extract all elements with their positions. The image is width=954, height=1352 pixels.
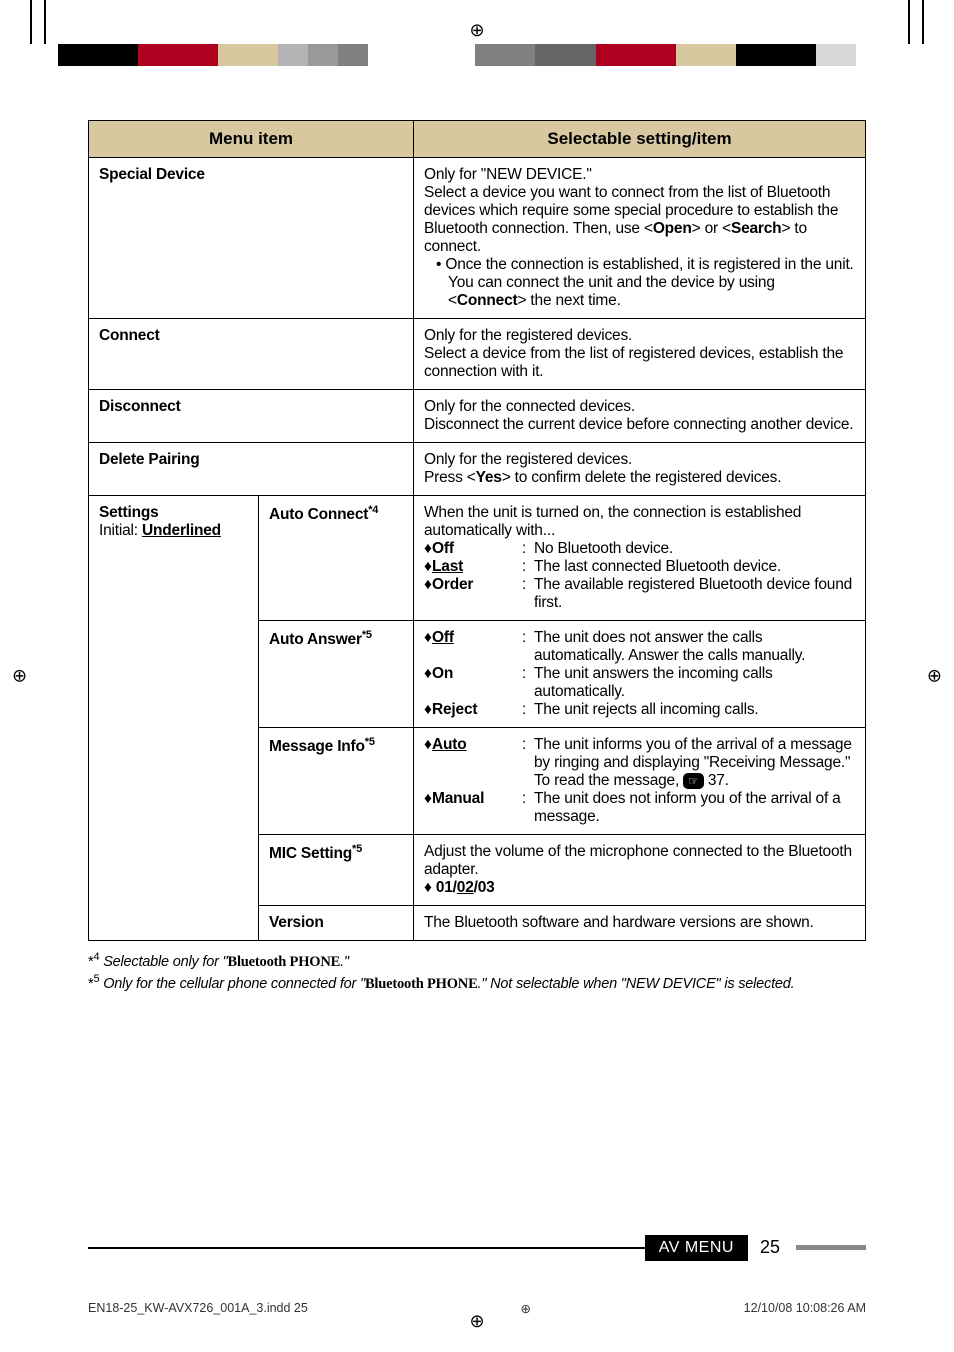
sub-label: Auto Answer*5 [259,621,414,728]
imprint-file: EN18-25_KW-AVX726_001A_3.indd 25 [88,1301,308,1316]
row-content: When the unit is turned on, the connecti… [414,496,866,621]
sub-label: Message Info*5 [259,728,414,835]
table-row: Delete Pairing Only for the registered d… [89,443,866,496]
header-menu-item: Menu item [89,121,414,158]
sub-label: Auto Connect*4 [259,496,414,621]
footnotes: *4 Selectable only for "Bluetooth PHONE.… [88,951,866,993]
read-message-icon: ☞ [683,773,704,789]
registration-mark-icon: ⊕ [12,666,27,687]
row-content: The Bluetooth software and hardware vers… [414,906,866,941]
registration-mark-icon: ⊕ [521,1301,531,1316]
settings-table: Menu item Selectable setting/item Specia… [88,120,866,941]
section-badge: AV MENU [645,1235,748,1261]
row-label: Settings Initial: Underlined [89,496,259,941]
row-content: Adjust the volume of the microphone conn… [414,835,866,906]
row-label: Connect [89,319,414,390]
row-content: ♦Auto:The unit informs you of the arriva… [414,728,866,835]
registration-mark-icon: ⊕ [469,20,484,41]
header-selectable: Selectable setting/item [414,121,866,158]
table-row: Disconnect Only for the connected device… [89,390,866,443]
color-bar [58,44,896,66]
row-content: Only for the connected devices. Disconne… [414,390,866,443]
row-label: Special Device [89,158,414,319]
imprint-timestamp: 12/10/08 10:08:26 AM [744,1301,866,1316]
row-content: Only for the registered devices. Press <… [414,443,866,496]
table-row: Special Device Only for "NEW DEVICE." Se… [89,158,866,319]
row-label: Delete Pairing [89,443,414,496]
sub-label: Version [259,906,414,941]
footer-bar: AV MENU 25 [88,1233,866,1262]
row-content: Only for the registered devices. Select … [414,319,866,390]
row-content: Only for "NEW DEVICE." Select a device y… [414,158,866,319]
row-label: Disconnect [89,390,414,443]
sub-label: MIC Setting*5 [259,835,414,906]
table-row: Connect Only for the registered devices.… [89,319,866,390]
registration-mark-icon: ⊕ [927,666,942,687]
imprint: EN18-25_KW-AVX726_001A_3.indd 25 ⊕ 12/10… [88,1301,866,1316]
page-number: 25 [748,1233,792,1262]
table-row: Settings Initial: Underlined Auto Connec… [89,496,866,621]
row-content: ♦Off:The unit does not answer the calls … [414,621,866,728]
